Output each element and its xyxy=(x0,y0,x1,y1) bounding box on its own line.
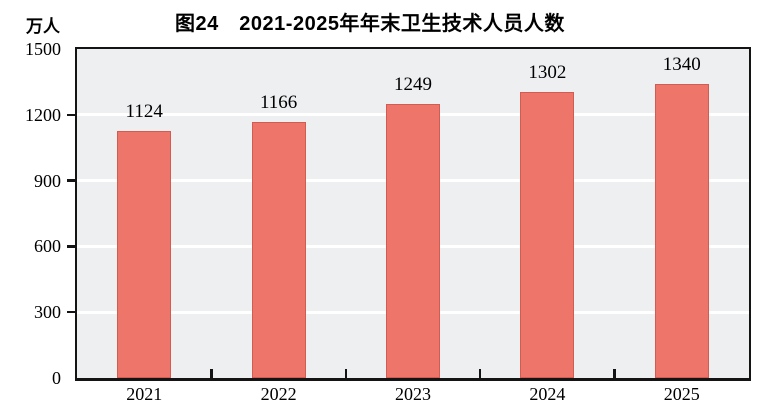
y-axis-tick-label: 0 xyxy=(52,368,61,388)
y-axis-tick-label: 300 xyxy=(34,302,61,323)
y-axis-tick-label: 900 xyxy=(34,170,61,191)
x-axis-tick-label: 2022 xyxy=(260,384,297,404)
y-axis-tick xyxy=(67,179,75,182)
x-axis-tick xyxy=(478,369,482,378)
bar xyxy=(520,92,575,378)
bar xyxy=(386,104,440,378)
bar-value-label: 1166 xyxy=(259,92,298,114)
x-axis-tick-labels: 2021 2022 2023 2024 2025 xyxy=(77,384,749,406)
y-axis-tick xyxy=(67,113,75,117)
y-axis-unit-label: 万人 xyxy=(26,17,60,36)
bar xyxy=(654,84,709,378)
y-axis-tick xyxy=(67,310,75,314)
plot-area: 1124 1166 1249 1302 1340 xyxy=(75,47,751,381)
y-axis-tick-label: 1500 xyxy=(25,39,61,59)
x-axis-tick-label: 2021 xyxy=(126,384,163,404)
x-axis-tick xyxy=(613,369,616,378)
x-axis-tick xyxy=(344,369,348,378)
bar-value-label: 1124 xyxy=(125,101,163,123)
chart-title: 图24 2021-2025年年末卫生技术人员人数 xyxy=(175,13,565,35)
bar-value-label: 1249 xyxy=(394,74,432,96)
x-axis-tick-label: 2023 xyxy=(395,384,431,404)
bar-value-label: 1340 xyxy=(662,54,701,76)
x-axis-tick xyxy=(210,369,213,378)
x-axis-tick-label: 2024 xyxy=(529,384,566,404)
y-axis-tick-label: 1200 xyxy=(25,104,61,125)
bar xyxy=(251,122,306,378)
bar xyxy=(117,131,172,378)
x-axis-tick-label: 2025 xyxy=(663,384,700,404)
y-axis-tick-label: 600 xyxy=(34,236,61,257)
bar-value-label: 1302 xyxy=(528,62,567,84)
y-axis-tick xyxy=(67,245,75,248)
